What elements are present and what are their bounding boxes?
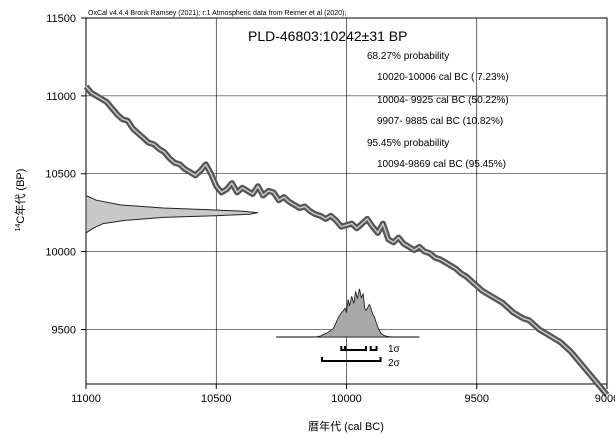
probability-annotation: 95.45% probability (367, 138, 449, 149)
calibration-curve (83, 84, 610, 397)
radiocarbon-probability-area (85, 194, 259, 234)
one-sigma-range (344, 346, 367, 351)
probability-annotation: 68.27% probability (367, 51, 449, 62)
one-sigma-range (340, 346, 346, 351)
y-axis-label-superscript: 14 (15, 224, 22, 232)
axis-ticks: 11000 10500 10000 9500 9000 11500 11000 10500 10… (45, 13, 615, 405)
x-tick-label: 9000 (595, 393, 615, 405)
y-axis-label-text: C年代 (BP) (13, 169, 27, 224)
probability-annotation: 9907- 9885 cal BC (10.82%) (377, 116, 503, 127)
probability-annotation: 10004- 9925 cal BC (50.22%) (377, 95, 509, 106)
y-axis-label-group: 14C年代 (BP) (13, 169, 27, 232)
y-tick-label: 11000 (46, 91, 76, 103)
x-tick-label: 9500 (465, 393, 489, 405)
y-tick-label: 9500 (52, 324, 76, 336)
calendar-probability-area (315, 288, 394, 338)
oxcal-header: OxCal v4.4.4 Bronk Ramsey (2021); r:1 At… (88, 10, 346, 17)
y-tick-label: 10500 (45, 169, 76, 181)
calibration-curve-center (85, 86, 608, 396)
x-axis-label: 暦年代 (cal BC) (308, 419, 384, 433)
y-tick-label: 11500 (46, 13, 76, 25)
one-sigma-label: 1σ (388, 344, 401, 355)
one-sigma-range (369, 346, 378, 351)
x-tick-label: 10500 (201, 393, 232, 405)
calendar-distribution (276, 288, 420, 338)
x-tick-label: 11000 (71, 393, 101, 405)
probability-annotation: 10094-9869 cal BC (95.45%) (377, 159, 506, 170)
probability-annotation: 10020-10006 cal BC ( 7.23%) (377, 72, 509, 83)
two-sigma-label: 2σ (388, 358, 401, 369)
y-axis-label: 14C年代 (BP) (13, 169, 27, 232)
y-tick-label: 10000 (45, 247, 76, 259)
probability-annotations: 68.27% probability 10020-10006 cal BC ( 7… (367, 51, 509, 170)
two-sigma-range (321, 357, 382, 362)
chart-title: PLD-46803:10242±31 BP (248, 28, 407, 44)
radiocarbon-distribution (85, 194, 259, 234)
x-tick-label: 10000 (331, 393, 362, 405)
